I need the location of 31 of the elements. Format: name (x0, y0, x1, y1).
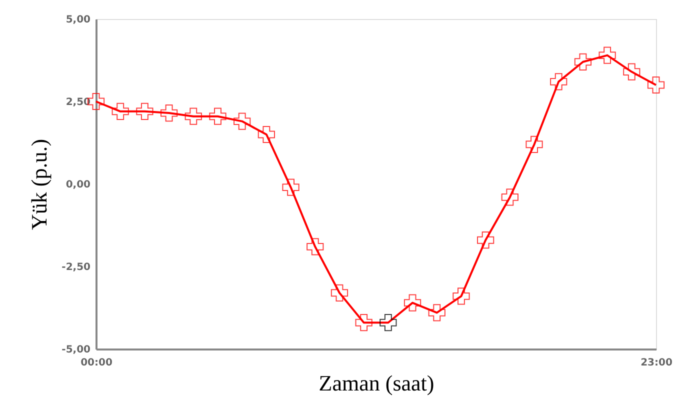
point (574, 53, 592, 70)
point (306, 238, 324, 256)
x-tick-label: 23:00 (640, 358, 672, 368)
point (258, 126, 275, 144)
point (501, 188, 518, 206)
point (598, 46, 616, 64)
y-tick-label: -5,00 (62, 344, 91, 356)
y-tick-label: -2,50 (62, 262, 91, 273)
point (404, 294, 422, 312)
point (526, 136, 543, 153)
x-tick-label: 00:00 (80, 358, 112, 368)
point (355, 314, 372, 332)
point (330, 284, 348, 302)
point (112, 102, 129, 120)
point (428, 304, 446, 322)
point (136, 102, 154, 120)
point (160, 104, 178, 122)
point (647, 76, 665, 94)
point (550, 73, 568, 90)
point (452, 288, 470, 305)
point (234, 112, 251, 130)
y-tick-label: 0,00 (66, 180, 91, 190)
y-axis-title: Yük (p.u.) (26, 138, 52, 230)
x-axis-title: Zaman (saat) (318, 370, 434, 396)
point (209, 108, 226, 125)
point (282, 178, 300, 196)
point (623, 63, 640, 80)
point (477, 232, 494, 249)
y-tick-label: 5,00 (66, 14, 91, 26)
point (184, 108, 202, 125)
point (380, 314, 397, 332)
